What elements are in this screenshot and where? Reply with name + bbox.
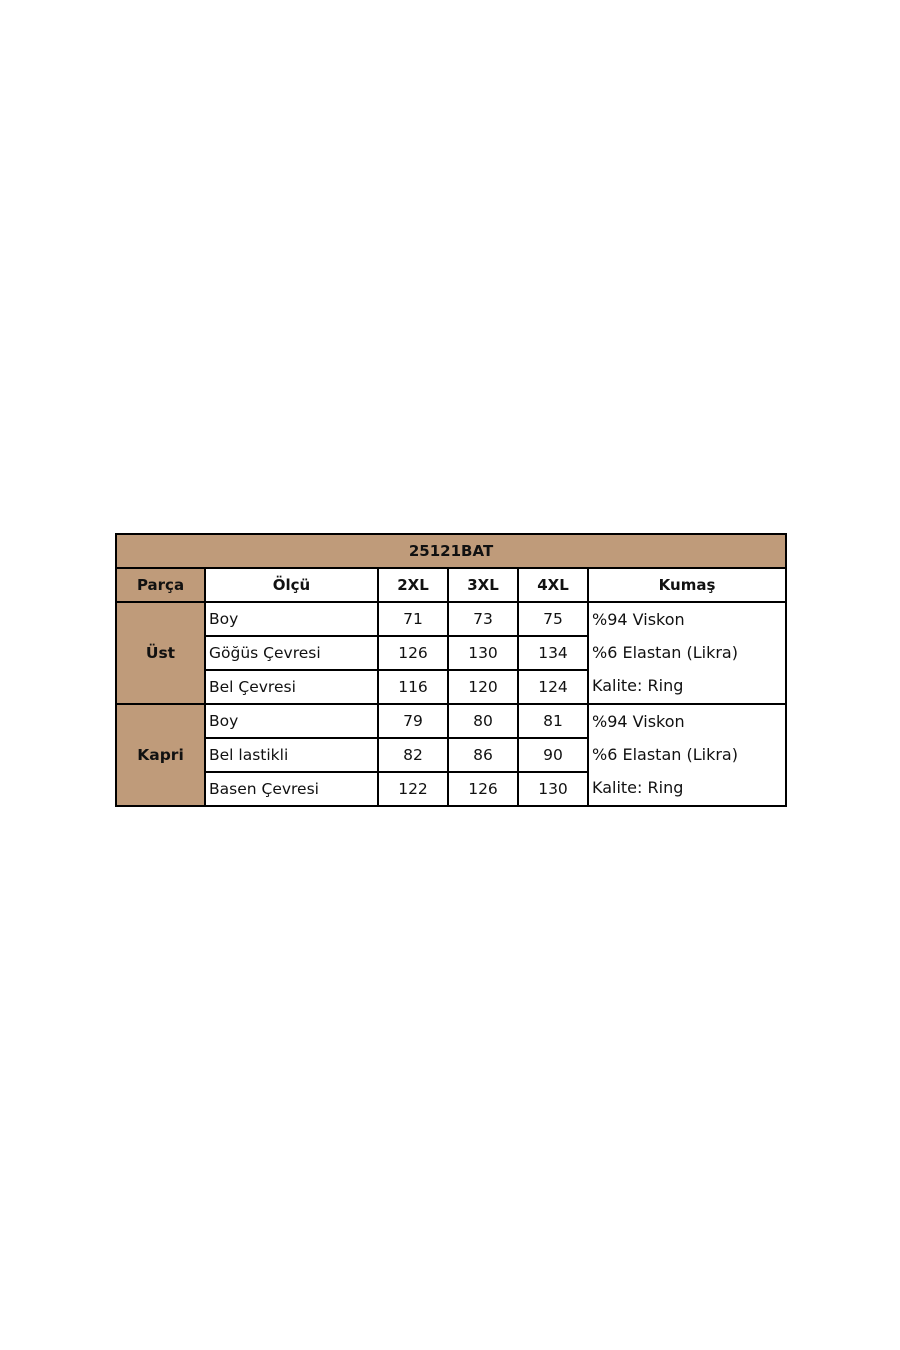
- measure-name: Boy: [204, 601, 379, 637]
- measure-name: Basen Çevresi: [204, 771, 379, 807]
- size-value: 71: [377, 601, 449, 637]
- part-name: Üst: [115, 601, 206, 705]
- size-value: 134: [517, 635, 589, 671]
- product-code: 25121BAT: [114, 533, 788, 569]
- header-part: Parça: [115, 567, 206, 603]
- size-value: 126: [447, 771, 519, 807]
- size-value: 86: [447, 737, 519, 773]
- fabric-line: %6 Elastan (Likra): [592, 745, 738, 764]
- fabric-line: %6 Elastan (Likra): [592, 643, 738, 662]
- part-name: Kapri: [115, 703, 206, 807]
- size-chart-table: 25121BAT Parça Ölçü 2XL 3XL 4XL Kumaş Üs…: [114, 533, 788, 807]
- header-3xl: 3XL: [447, 567, 519, 603]
- fabric-line: Kalite: Ring: [592, 676, 684, 695]
- table-row: Bel Çevresi 116 120 124: [116, 669, 786, 705]
- size-value: 120: [447, 669, 519, 705]
- size-value: 82: [377, 737, 449, 773]
- size-value: 130: [517, 771, 589, 807]
- fabric-info: %94 Viskon %6 Elastan (Likra) Kalite: Ring: [586, 601, 788, 705]
- size-value: 126: [377, 635, 449, 671]
- title-row: 25121BAT: [114, 533, 788, 569]
- fabric-line: Kalite: Ring: [592, 778, 684, 797]
- table-row: Göğüs Çevresi 126 130 134: [116, 635, 786, 671]
- fabric-info: %94 Viskon %6 Elastan (Likra) Kalite: Ring: [586, 703, 788, 807]
- size-value: 75: [517, 601, 589, 637]
- table-row: Bel lastikli 82 86 90: [116, 737, 786, 773]
- fabric-line: %94 Viskon: [592, 712, 685, 731]
- header-4xl: 4XL: [517, 567, 589, 603]
- fabric-line: %94 Viskon: [592, 610, 685, 629]
- header-fabric: Kumaş: [586, 567, 788, 603]
- size-value: 116: [377, 669, 449, 705]
- header-2xl: 2XL: [377, 567, 449, 603]
- header-row: Parça Ölçü 2XL 3XL 4XL Kumaş: [115, 567, 788, 603]
- size-value: 81: [517, 703, 589, 739]
- size-value: 79: [377, 703, 449, 739]
- measure-name: Bel Çevresi: [204, 669, 379, 705]
- table-row: Basen Çevresi 122 126 130: [116, 771, 786, 807]
- size-value: 130: [447, 635, 519, 671]
- table-row: Kapri Boy 79 80 81 %94 Viskon %6 Elastan (Likr…: [115, 703, 788, 807]
- measure-name: Göğüs Çevresi: [204, 635, 379, 671]
- size-value: 124: [517, 669, 589, 705]
- table-row: Üst Boy 71 73 75 %94 Viskon %6 Elastan (Likra)…: [115, 601, 788, 705]
- measure-name: Bel lastikli: [204, 737, 379, 773]
- size-value: 73: [447, 601, 519, 637]
- size-value: 90: [517, 737, 589, 773]
- size-value: 80: [447, 703, 519, 739]
- header-measure: Ölçü: [204, 567, 379, 603]
- measure-name: Boy: [204, 703, 379, 739]
- size-value: 122: [377, 771, 449, 807]
